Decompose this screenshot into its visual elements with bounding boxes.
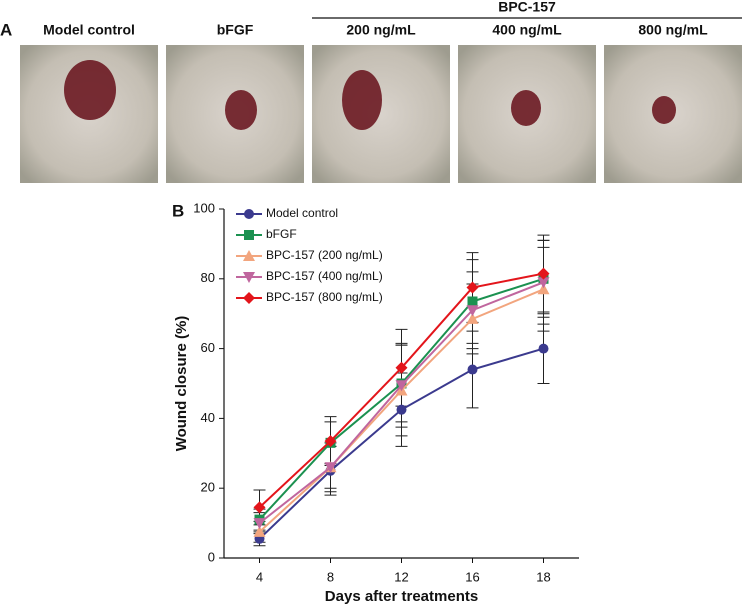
y-tick-label: 60: [201, 340, 215, 355]
marker: [537, 267, 550, 280]
group-label: BPC-157: [498, 0, 556, 15]
photo: [312, 45, 450, 183]
y-tick-label: 20: [201, 480, 215, 495]
x-axis-label: Days after treatments: [325, 588, 478, 605]
x-tick-label: 12: [394, 569, 408, 584]
legend-marker: [244, 209, 254, 219]
marker: [537, 283, 550, 295]
marker: [466, 312, 479, 324]
y-tick-label: 100: [193, 200, 215, 215]
photo-caption: 200 ng/mL: [346, 22, 416, 38]
marker: [466, 305, 479, 317]
marker: [467, 296, 478, 307]
marker: [537, 277, 550, 289]
photo-caption: 800 ng/mL: [638, 22, 708, 38]
marker: [253, 518, 266, 530]
marker: [395, 380, 408, 392]
x-tick-label: 8: [327, 569, 334, 584]
panel-label: B: [172, 201, 184, 220]
marker: [253, 501, 266, 514]
panel-label: A: [0, 20, 12, 39]
marker: [324, 435, 337, 448]
marker: [253, 525, 266, 537]
legend-label: Model control: [266, 206, 338, 220]
legend-label: bFGF: [266, 227, 297, 241]
wound: [225, 90, 257, 130]
legend-label: BPC-157 (200 ng/mL): [266, 248, 383, 262]
x-tick-label: 18: [536, 569, 550, 584]
marker: [467, 364, 478, 375]
legend-marker: [243, 292, 255, 304]
marker: [466, 281, 479, 294]
legend-label: BPC-157 (400 ng/mL): [266, 269, 383, 283]
marker: [395, 361, 408, 374]
legend-marker: [244, 230, 254, 240]
wound: [652, 96, 676, 124]
wound: [64, 60, 116, 120]
marker: [538, 343, 549, 354]
y-tick-label: 0: [208, 549, 215, 564]
marker: [324, 462, 337, 474]
x-tick-label: 4: [256, 569, 263, 584]
x-tick-label: 16: [465, 569, 479, 584]
legend-label: BPC-157 (800 ng/mL): [266, 290, 383, 304]
wound: [342, 70, 382, 130]
y-tick-label: 80: [201, 270, 215, 285]
photo-caption: bFGF: [217, 22, 254, 38]
photo-caption: 400 ng/mL: [492, 22, 562, 38]
y-tick-label: 40: [201, 410, 215, 425]
y-axis-label: Wound closure (%): [173, 316, 190, 452]
legend-marker: [243, 250, 255, 261]
photo-caption: Model control: [43, 22, 135, 38]
marker: [396, 404, 407, 415]
legend-marker: [243, 272, 255, 283]
wound: [511, 90, 541, 126]
